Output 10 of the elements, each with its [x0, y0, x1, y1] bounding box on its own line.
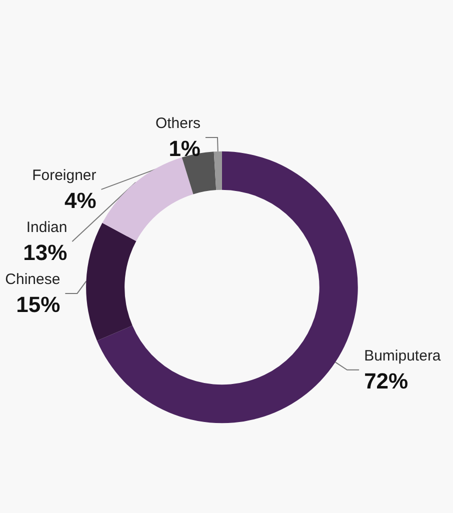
slice-label: Indian: [26, 218, 68, 236]
data-label: 13%: [23, 240, 68, 265]
slice-label: Foreigner: [32, 166, 96, 184]
slice-label: Chinese: [5, 270, 60, 288]
data-label: 15%: [16, 292, 60, 317]
data-label: 1%: [168, 136, 200, 161]
data-label: 72%: [364, 368, 408, 394]
slice-label: Bumiputera: [364, 347, 442, 364]
slice-label: Others: [155, 114, 200, 132]
data-label: 4%: [64, 188, 96, 213]
